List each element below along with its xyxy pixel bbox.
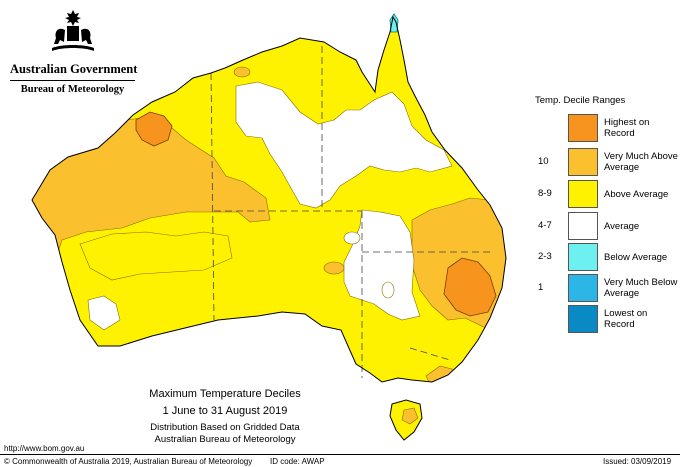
legend-range: 2-3 <box>538 251 552 262</box>
highest-on-record-pilbara <box>135 111 173 147</box>
legend-label: Average <box>604 220 640 232</box>
state-borders <box>210 46 494 378</box>
very-much-above-average-patch-central <box>323 261 345 275</box>
legend-label: Highest on Record <box>604 117 650 139</box>
bom-url-link[interactable]: http://www.bom.gov.au <box>4 444 85 453</box>
legend-item-average: 4-7 Average <box>530 212 680 240</box>
average-north <box>235 81 453 209</box>
legend-label: Below Average <box>604 251 668 263</box>
legend-item-above-average: 8-9 Above Average <box>530 180 680 208</box>
legend-range: 1 <box>538 282 544 293</box>
legend-title: Temp. Decile Ranges <box>535 95 626 106</box>
australia-coastline <box>31 15 507 383</box>
legend-label: Very Much Above Average <box>604 151 678 173</box>
highest-on-record-nsw <box>443 257 497 317</box>
legend-swatch-very-much-above-average <box>568 148 598 176</box>
government-logo: Australian Government Bureau of Meteorol… <box>10 8 138 95</box>
average-patch-south <box>381 281 395 299</box>
legend-label: Lowest on Record <box>604 308 648 330</box>
map-subtitle-bureau: Australian Bureau of Meteorology <box>154 434 296 445</box>
footer-divider <box>0 454 680 455</box>
footer-id-code: ID code: AWAP <box>270 457 325 466</box>
legend-item-highest-on-record: Highest on Record <box>530 114 680 142</box>
average-southwest <box>87 295 121 331</box>
very-much-above-average-patch-north <box>233 66 251 78</box>
footer-copyright: © Commonwealth of Australia 2019, Austra… <box>4 457 253 466</box>
legend-item-very-much-below-average: 1 Very Much Below Average <box>530 274 680 302</box>
legend-label: Above Average <box>604 188 669 200</box>
legend-label: Very Much Below Average <box>604 277 678 299</box>
average-patch-central <box>343 231 361 245</box>
legend-item-lowest-on-record: Lowest on Record <box>530 305 680 333</box>
coat-of-arms-icon <box>51 10 94 51</box>
above-average-interior-west <box>79 231 233 281</box>
legend-item-very-much-above-average: 10 Very Much Above Average <box>530 148 680 176</box>
logo-divider <box>10 80 135 81</box>
legend-swatch-highest-on-record <box>568 114 598 142</box>
government-name: Australian Government <box>10 62 138 76</box>
legend-range: 8-9 <box>538 188 552 199</box>
map-period: 1 June to 31 August 2019 <box>162 405 288 417</box>
legend-swatch-very-much-below-average <box>568 274 598 302</box>
map-subtitle-distribution: Distribution Based on Gridded Data <box>150 422 300 433</box>
below-average-cape-york <box>389 13 399 33</box>
legend-item-below-average: 2-3 Below Average <box>530 243 680 271</box>
legend-swatch-lowest-on-record <box>568 305 598 333</box>
footer-issued-date: Issued: 03/09/2019 <box>603 457 672 466</box>
map-title: Maximum Temperature Deciles <box>149 388 301 400</box>
tasmania-very-much-above-average <box>401 407 419 425</box>
legend-range: 4-7 <box>538 220 552 231</box>
legend-swatch-below-average <box>568 243 598 271</box>
legend-range: 10 <box>538 156 549 167</box>
legend-swatch-above-average <box>568 180 598 208</box>
average-east-interior <box>343 209 421 321</box>
bureau-name: Bureau of Meteorology <box>20 84 125 95</box>
legend-swatch-average <box>568 212 598 240</box>
